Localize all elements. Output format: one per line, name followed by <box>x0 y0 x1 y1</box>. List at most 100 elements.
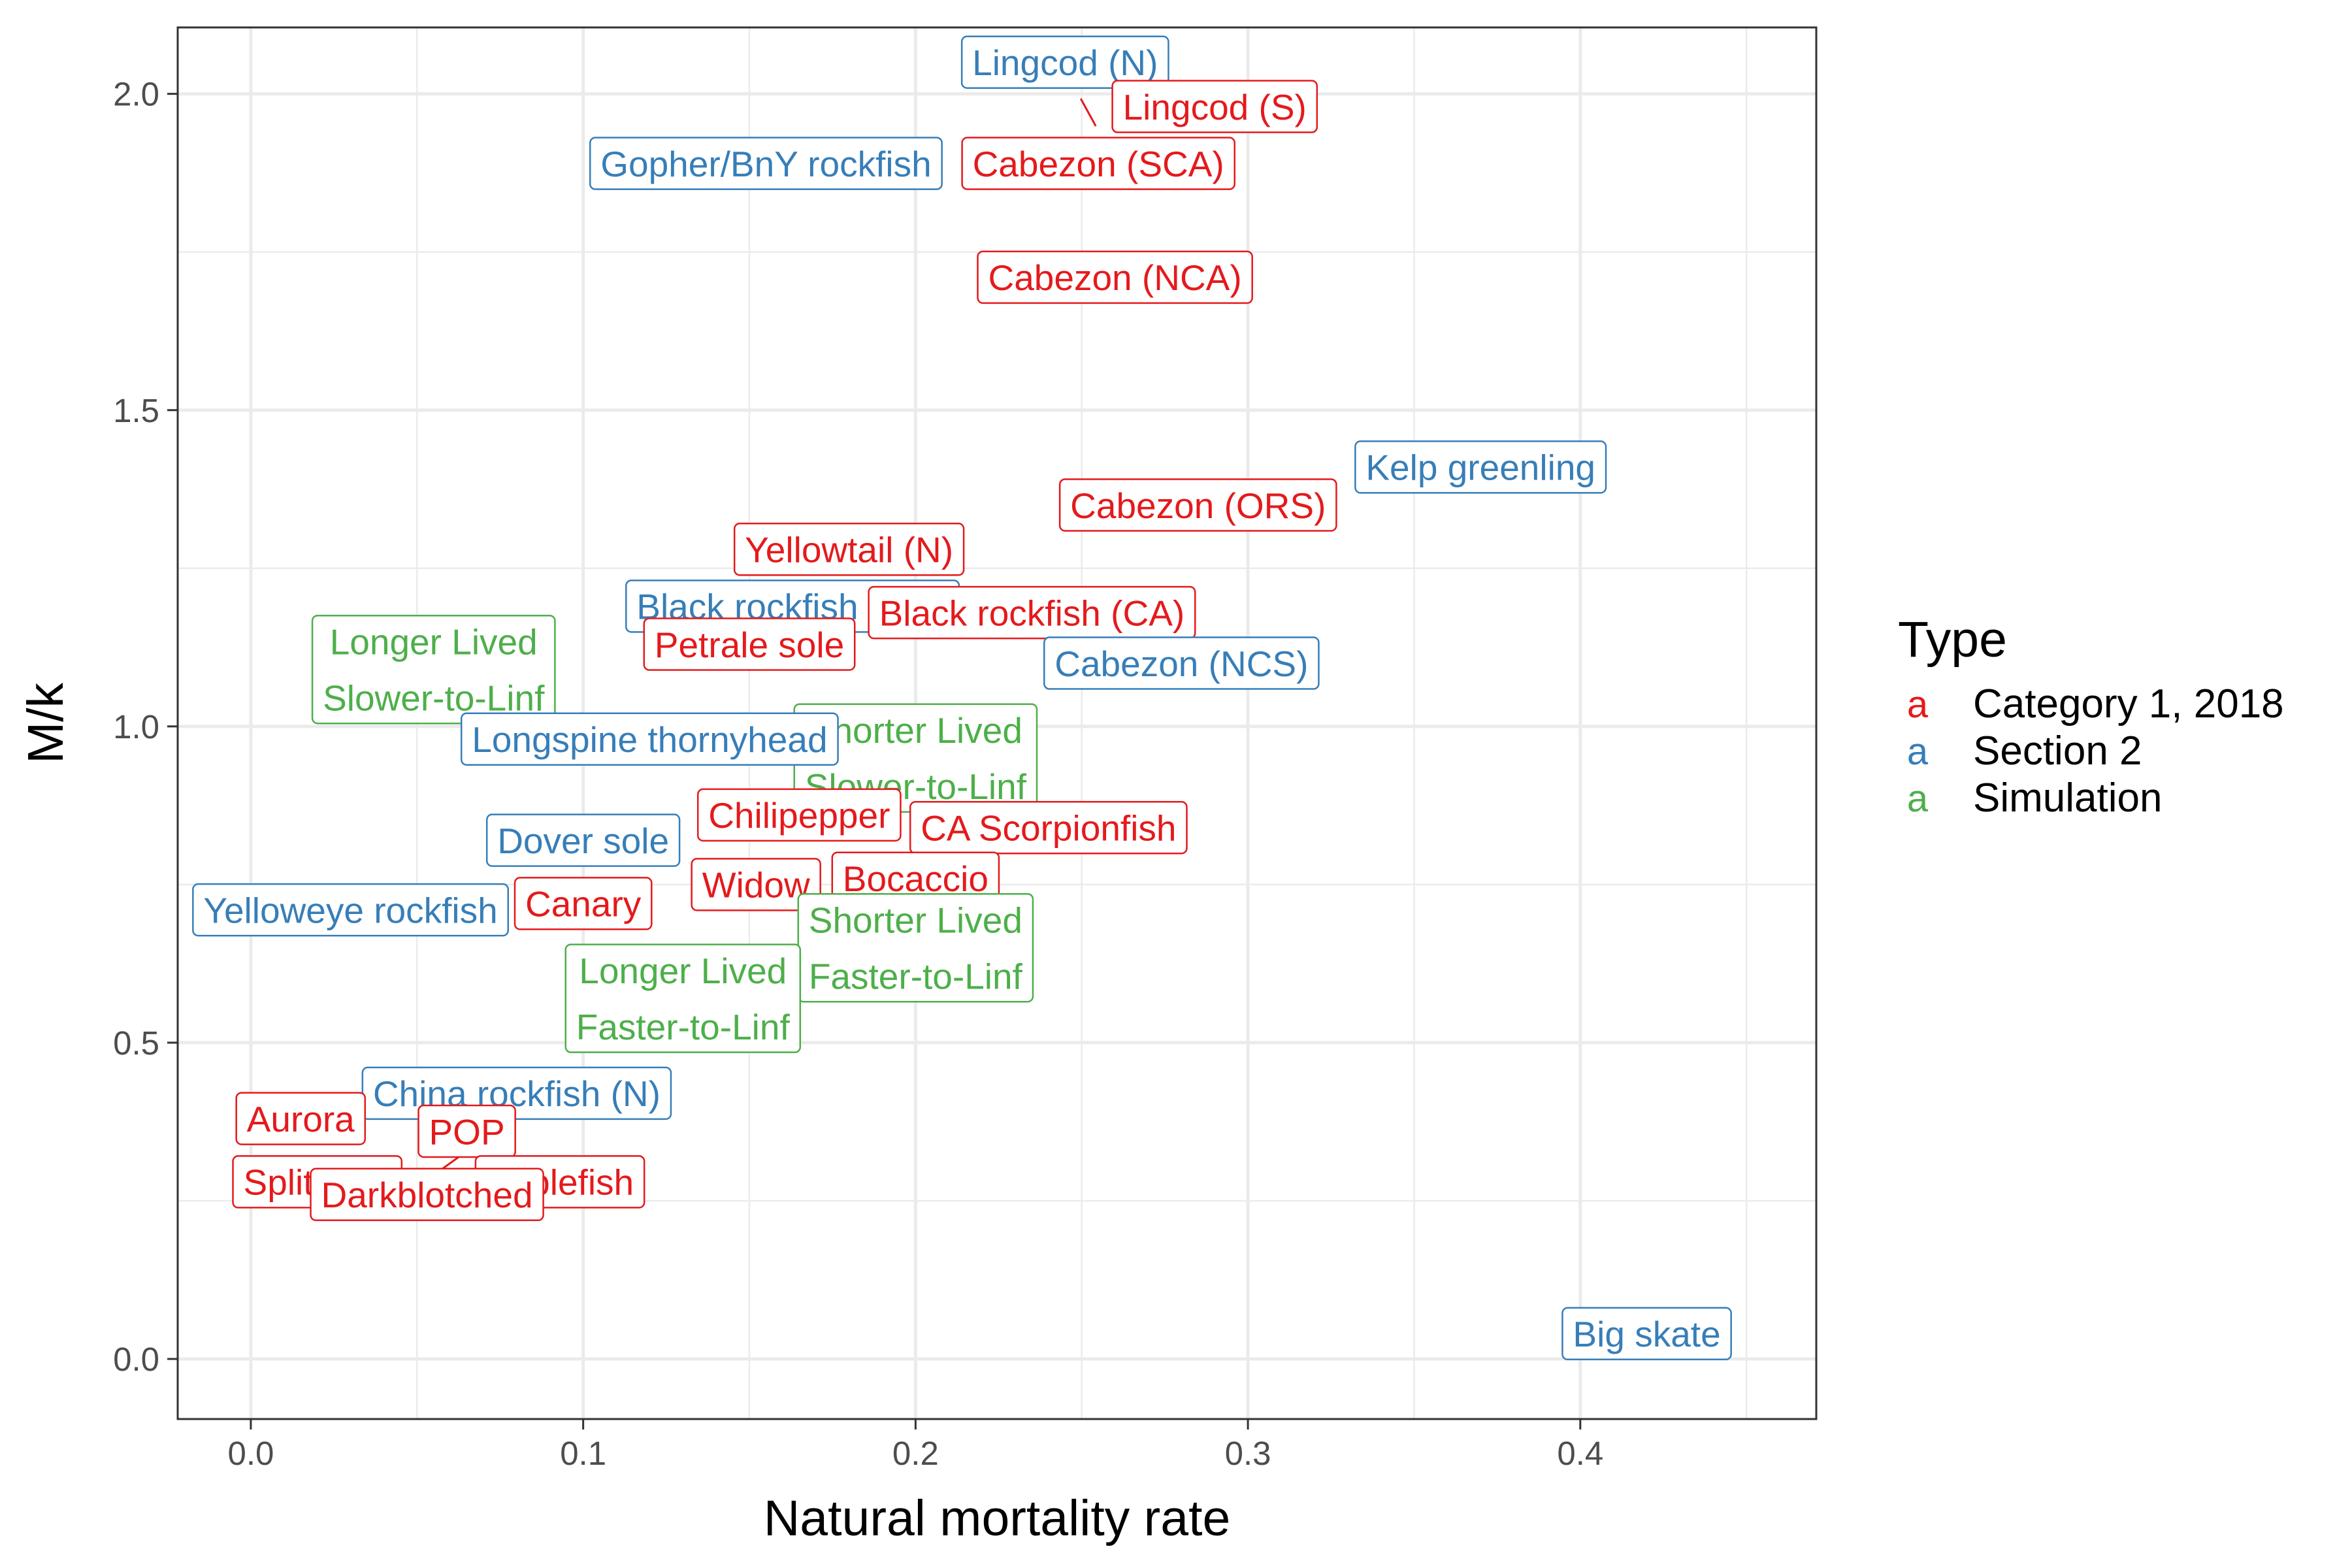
y-tick-label: 2.0 <box>113 76 159 113</box>
y-axis-title: M/k <box>18 682 74 764</box>
point-label: Chilipepper <box>696 788 902 842</box>
y-tick-label: 1.0 <box>113 708 159 745</box>
legend-key: a <box>1907 777 1929 820</box>
point-label-box <box>696 788 902 842</box>
point-label: POP <box>417 1104 516 1158</box>
point-label: Cabezon (NCA) <box>977 250 1253 304</box>
point-label: Kelp greenling <box>1354 440 1607 494</box>
x-tick-label: 0.1 <box>560 1435 606 1472</box>
point-label: Longspine thornyhead <box>460 712 839 766</box>
point-label: Longer Lived Faster-to-Linf <box>564 943 802 1053</box>
point-label-box <box>868 585 1196 640</box>
point-label: Lingcod (S) <box>1111 80 1318 133</box>
point-label-box <box>311 614 556 725</box>
point-label: Big skate <box>1561 1307 1732 1361</box>
point-label-box <box>589 137 943 190</box>
point-label-text: Slower-to-Linf <box>323 678 545 719</box>
point-label-text: Dover sole <box>497 821 669 861</box>
point-label-text: Longer Lived <box>330 622 538 662</box>
point-label-text: Big skate <box>1573 1314 1720 1354</box>
label-connector <box>1079 98 1097 127</box>
point-label-text: Canary <box>525 884 642 924</box>
point-label-box <box>460 712 839 766</box>
point-label-text: Aurora <box>247 1099 355 1139</box>
point-label: Canary <box>514 877 653 930</box>
point-label: Cabezon (ORS) <box>1058 478 1337 532</box>
point-label-text: Cabezon (ORS) <box>1070 485 1326 526</box>
point-label-text: Darkblotched <box>321 1175 533 1215</box>
x-axis-ticks: 0.0 0.1 0.2 0.3 0.4 <box>227 1419 1603 1472</box>
point-label-box <box>909 801 1188 855</box>
point-label-box <box>192 883 509 937</box>
legend-entries: a Category 1, 2018 a Section 2 a Simulation <box>1907 681 2284 821</box>
y-tick-label: 1.5 <box>113 392 159 429</box>
point-label-text: Shorter Lived <box>809 900 1022 941</box>
point-label-box <box>977 250 1253 304</box>
point-label-text: Longspine thornyhead <box>472 719 827 760</box>
point-label-text: Yelloweye rockfish <box>203 890 497 930</box>
point-label: Widow <box>691 858 821 911</box>
legend-title: Type <box>1898 612 2007 668</box>
point-label-box <box>733 523 965 576</box>
point-labels: Lingcod (N)Lingcod (S) Cabezon (SCA) Gophe… <box>192 35 1732 1361</box>
legend-key: a <box>1907 730 1929 773</box>
point-label-text: Faster-to-Linf <box>576 1007 791 1047</box>
point-label: CA Scorpionfish <box>909 801 1188 855</box>
point-label-box <box>564 943 802 1053</box>
legend: Type a Category 1, 2018 a Section 2 a Simulat… <box>1898 612 2284 821</box>
x-tick-label: 0.2 <box>892 1435 939 1472</box>
point-label-box <box>1354 440 1607 494</box>
point-label: Petrale sole <box>643 617 856 671</box>
y-tick-label: 0.0 <box>113 1341 159 1378</box>
point-label-box <box>1043 636 1320 690</box>
point-label: Cabezon (NCS) <box>1043 636 1320 690</box>
plot-panel-border <box>176 26 1818 1420</box>
point-label: Yellowtail (N) <box>733 523 965 576</box>
point-label-text: POP <box>429 1111 505 1152</box>
point-label-text: Cabezon (NCA) <box>988 257 1241 298</box>
point-label-box <box>1058 478 1337 532</box>
point-label-text: Cabezon (SCA) <box>973 144 1224 184</box>
point-label-text: Faster-to-Linf <box>809 956 1023 997</box>
point-label: Cabezon (SCA) <box>961 137 1235 190</box>
point-label-text: China rockfish (N) <box>373 1073 661 1114</box>
x-tick-label: 0.3 <box>1225 1435 1271 1472</box>
point-label-text: Lingcod (N) <box>972 42 1158 83</box>
legend-label: Simulation <box>1973 776 2162 821</box>
point-label-box <box>417 1104 516 1158</box>
point-label-text: Longer Lived <box>579 951 787 991</box>
point-label: China rockfish (N) <box>361 1066 672 1120</box>
x-axis-title: Natural mortality rate <box>764 1490 1231 1546</box>
legend-label: Section 2 <box>1973 728 2142 774</box>
point-label-text: Chilipepper <box>708 795 890 836</box>
point-label: Longer Lived Slower-to-Linf <box>311 614 556 725</box>
point-label-text: Black rockfish (CA) <box>879 593 1185 633</box>
point-label-box <box>514 877 653 930</box>
point-label-box <box>643 617 856 671</box>
x-tick-label: 0.0 <box>227 1435 274 1472</box>
point-label: Darkblotched <box>310 1168 544 1222</box>
point-label-text: Cabezon (NCS) <box>1054 644 1308 684</box>
point-label-box <box>960 35 1169 89</box>
point-label-text: Yellowtail (N) <box>745 530 953 570</box>
y-tick-label: 0.5 <box>113 1024 159 1062</box>
point-label-text: Bocaccio <box>843 858 988 899</box>
point-label-box <box>310 1168 544 1222</box>
point-label-box <box>485 813 681 867</box>
point-label-box <box>1111 80 1318 133</box>
point-label: Lingcod (N) <box>960 35 1169 89</box>
point-label-text: CA Scorpionfish <box>921 808 1176 849</box>
point-label-text: Petrale sole <box>655 625 844 665</box>
point-label-text: Kelp greenling <box>1365 448 1595 488</box>
point-label: Shorter Lived Faster-to-Linf <box>797 892 1034 1003</box>
point-label-box <box>691 858 821 911</box>
point-label: Black rockfish (CA) <box>868 585 1196 640</box>
y-axis-ticks: 0.0 0.5 1.0 1.5 2.0 <box>113 76 178 1378</box>
x-tick-label: 0.4 <box>1557 1435 1603 1472</box>
point-label-box <box>1561 1307 1732 1361</box>
point-label: Aurora <box>235 1092 367 1145</box>
point-label-text: Shorter Lived <box>809 710 1022 751</box>
point-label: Gopher/BnY rockfish <box>589 137 943 190</box>
